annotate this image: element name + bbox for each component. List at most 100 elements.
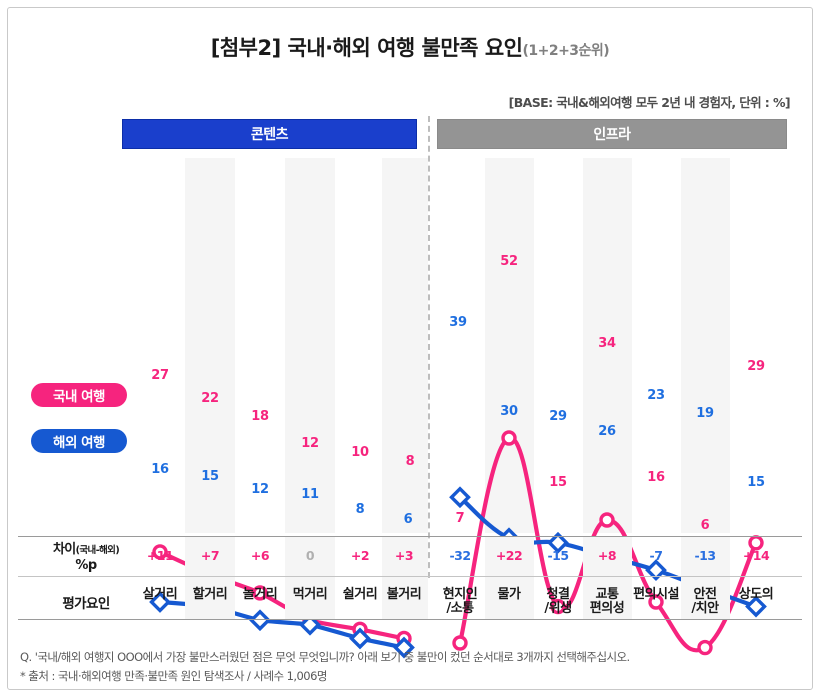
domestic-value-label: 10: [351, 445, 369, 461]
table-column-band: [583, 537, 632, 619]
overseas-value-label: 29: [549, 408, 567, 424]
group-divider: [428, 116, 430, 578]
series-lines: [149, 430, 767, 659]
category-label: 현지인/소통: [442, 587, 478, 616]
diff-value: +11: [146, 548, 174, 563]
domestic-value-label: 52: [500, 254, 518, 269]
domestic-value-label: 16: [647, 470, 665, 485]
column-band: [185, 158, 235, 533]
page-title: [첨부2] 국내·해외 여행 불만족 요인(1+2+3순위): [0, 32, 820, 62]
category-row-header: 평가요인: [62, 596, 110, 612]
overseas-marker: [249, 609, 271, 632]
category-label: 할거리: [192, 587, 228, 602]
overseas-value-label: 6: [403, 511, 413, 527]
domestic-marker: [550, 598, 566, 615]
overseas-marker: [299, 613, 321, 636]
footnote-source: * 출처 : 국내·해외여행 만족·불만족 원인 탐색조사 / 사례수 1,00…: [20, 669, 327, 683]
domestic-value-label: 12: [301, 436, 319, 452]
plot-area: 27 22 18 12 10 8 16 15 12 11 8 6 7 52 15 34 16 6 29 39 30 29 2…: [0, 158, 820, 659]
table-column-band: [681, 537, 730, 619]
domestic-marker: [697, 639, 713, 656]
category-label: 교통 편의성: [589, 587, 625, 616]
domestic-marker: [252, 585, 268, 601]
domestic-marker: [648, 594, 664, 610]
overseas-marker: [645, 559, 667, 582]
category-label: 청결/위생: [544, 587, 572, 616]
base-note: [BASE: 국내&해외여행 모두 2년 내 경험자, 단위 : %]: [508, 95, 791, 110]
category-label: 상도의: [738, 587, 774, 602]
diff-value: 0: [305, 548, 315, 563]
diff-value: -7: [649, 548, 663, 563]
table-column-band: [485, 537, 534, 619]
category-label: 쉴거리: [342, 587, 378, 602]
legend-overseas: 해외 여행: [31, 429, 127, 453]
category-label: 살거리: [142, 587, 178, 602]
diff-head-paren: (국내-해외): [75, 545, 120, 556]
domestic-value-label: 27: [151, 367, 169, 383]
diff-value: +6: [250, 548, 270, 563]
domestic-value-label: 6: [700, 517, 710, 533]
legend-domestic: 국내 여행: [31, 383, 127, 407]
domestic-value-label: 22: [201, 390, 219, 406]
domestic-marker: [452, 635, 468, 651]
domestic-value-label: 15: [549, 474, 567, 490]
diff-value: +8: [597, 548, 617, 563]
category-label: 물가: [497, 587, 521, 602]
domestic-marker: [748, 535, 764, 551]
overseas-value-label: 19: [696, 406, 714, 422]
category-label: 볼거리: [386, 587, 422, 602]
diff-row-header: 차이(국내-해외) %p: [38, 542, 134, 573]
page-title-sub: (1+2+3순위): [522, 43, 610, 59]
diff-value: -32: [449, 548, 471, 563]
domestic-value-label: 18: [251, 408, 269, 424]
overseas-value-label: 8: [355, 502, 365, 518]
overseas-value-label: 30: [500, 404, 518, 420]
column-band: [382, 158, 428, 533]
overseas-marker: [149, 591, 171, 613]
domestic-value-label: 34: [598, 336, 616, 351]
table-line-top: [18, 536, 802, 537]
diff-value: +2: [350, 548, 370, 563]
overseas-value-label: 12: [251, 482, 269, 498]
diff-head-unit: %p: [75, 558, 97, 573]
overseas-value-label: 15: [747, 474, 765, 490]
overseas-value-label: 16: [151, 462, 169, 477]
diff-value: +3: [394, 548, 414, 563]
diff-value: +22: [495, 548, 523, 563]
diff-value: +14: [742, 548, 770, 563]
domestic-value-label: 8: [405, 454, 415, 470]
diff-head-main: 차이: [52, 542, 76, 557]
overseas-marker: [349, 627, 371, 650]
domestic-marker: [152, 544, 168, 560]
category-label: 먹거리: [292, 587, 328, 602]
column-band: [681, 158, 730, 533]
domestic-marker: [501, 430, 517, 446]
group-header-content: 콘텐츠: [122, 119, 417, 149]
table-column-band: [185, 537, 235, 619]
footnotes: Q. '국내/해외 여행지 OOO에서 가장 불만스러웠던 점은 무엇 무엇입니…: [20, 648, 810, 686]
table-column-band: [285, 537, 335, 619]
diff-value: -15: [547, 548, 569, 563]
category-label: 안전/치안: [691, 587, 719, 616]
category-label: 편의시설: [633, 587, 679, 602]
overseas-value-label: 23: [647, 388, 665, 404]
column-band: [583, 158, 632, 533]
table-column-band: [382, 537, 428, 619]
overseas-marker: [449, 486, 471, 509]
overseas-value-label: 15: [201, 468, 219, 484]
table-line-mid: [18, 576, 802, 577]
column-band: [285, 158, 335, 533]
footnote-question: Q. '국내/해외 여행지 OOO에서 가장 불만스러웠던 점은 무엇 무엇입니…: [20, 650, 630, 664]
diff-value: -13: [694, 548, 716, 563]
domestic-value-label: 29: [747, 358, 765, 374]
domestic-marker: [599, 512, 615, 528]
overseas-marker: [547, 531, 569, 554]
overseas-marker: [393, 636, 415, 659]
table-line-bottom: [18, 619, 802, 620]
overseas-value-label: 26: [598, 424, 616, 440]
overseas-marker: [745, 595, 767, 618]
group-header-infra: 인프라: [437, 119, 787, 149]
page-title-main: [첨부2] 국내·해외 여행 불만족 요인: [210, 36, 523, 60]
category-label: 놀거리: [242, 587, 278, 602]
